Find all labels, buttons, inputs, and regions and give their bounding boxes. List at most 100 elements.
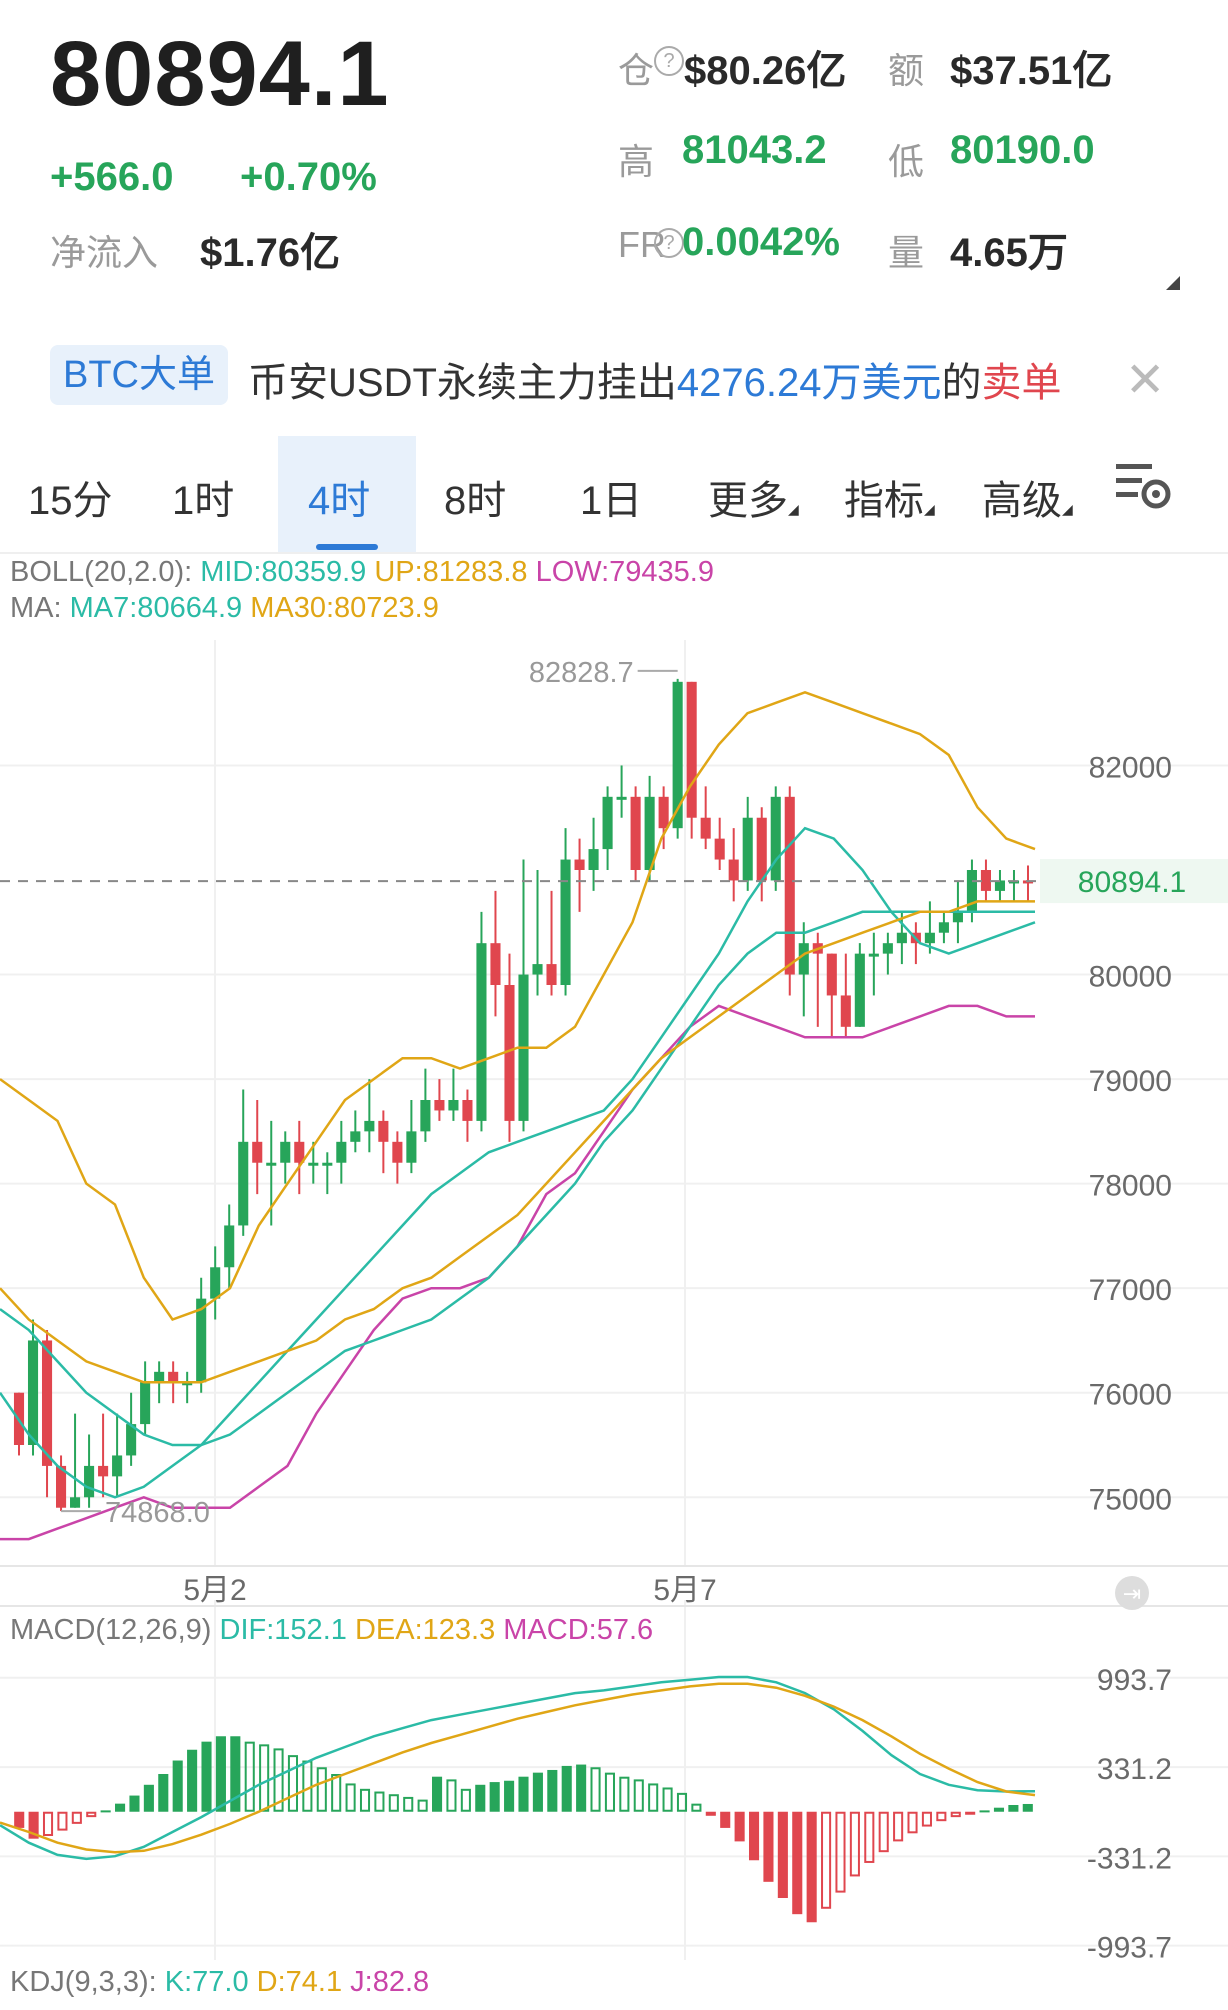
macd-y-tick-label: 993.7 bbox=[1097, 1664, 1172, 1697]
macd-histogram-bar bbox=[907, 1811, 918, 1834]
macd-histogram-bar bbox=[187, 1749, 198, 1812]
macd-histogram-bar bbox=[691, 1803, 702, 1812]
tabs-divider bbox=[0, 552, 1228, 554]
candle-body bbox=[336, 1141, 347, 1163]
candle-body bbox=[728, 859, 739, 881]
macd-histogram-bar bbox=[662, 1787, 673, 1812]
macd-histogram-bar bbox=[849, 1811, 860, 1877]
macd-histogram-bar bbox=[302, 1760, 313, 1812]
macd-histogram-bar bbox=[489, 1782, 500, 1812]
macd-histogram-bar bbox=[518, 1776, 529, 1812]
open-interest-label: 仓 bbox=[618, 50, 655, 91]
volume-value: 4.65万 bbox=[950, 231, 1068, 275]
candle-body bbox=[840, 995, 851, 1027]
candle-body bbox=[630, 796, 641, 870]
tab-advanced[interactable]: 高级◢ bbox=[982, 468, 1073, 526]
y-axis-tick-label: 80000 bbox=[1089, 961, 1172, 994]
y-axis-tick-label: 76000 bbox=[1089, 1379, 1172, 1412]
candle-body bbox=[784, 796, 795, 975]
candle-body bbox=[546, 964, 557, 985]
candle-body bbox=[798, 943, 809, 975]
macd-histogram-bar bbox=[57, 1811, 68, 1831]
candle-body bbox=[154, 1371, 165, 1383]
low-annotation: 74868.0 bbox=[105, 1497, 210, 1529]
macd-value: MACD:57.6 bbox=[503, 1614, 654, 1646]
candle-body bbox=[756, 817, 767, 881]
candle-body bbox=[70, 1497, 81, 1508]
macd-histogram-bar bbox=[403, 1796, 414, 1812]
macd-histogram-bar bbox=[244, 1741, 255, 1812]
macd-dif: DIF:152.1 bbox=[219, 1614, 347, 1646]
kdj-prefix: KDJ(9,3,3): bbox=[10, 1966, 157, 1998]
macd-histogram-bar bbox=[374, 1791, 385, 1812]
scroll-latest-button[interactable] bbox=[1115, 1576, 1149, 1610]
candle-body bbox=[770, 796, 781, 881]
tab-more[interactable]: 更多◢ bbox=[708, 468, 799, 526]
candle-body bbox=[364, 1120, 375, 1132]
macd-histogram-bar bbox=[14, 1811, 25, 1828]
macd-histogram-bar bbox=[201, 1741, 212, 1812]
tab-active-highlight bbox=[278, 436, 416, 552]
macd-histogram-bar bbox=[259, 1744, 270, 1812]
net-inflow-value: $1.76亿 bbox=[200, 231, 341, 275]
candle-body bbox=[714, 838, 725, 860]
macd-histogram-bar bbox=[777, 1811, 788, 1898]
macd-histogram-bar bbox=[475, 1784, 486, 1812]
macd-histogram-bar bbox=[129, 1795, 140, 1812]
high-annotation: 82828.7 bbox=[529, 657, 634, 689]
y-axis-tick-label: 79000 bbox=[1089, 1065, 1172, 1098]
info-icon[interactable]: ? bbox=[654, 46, 684, 76]
candle-body bbox=[532, 964, 543, 975]
candle-body bbox=[952, 911, 963, 923]
macd-histogram-bar bbox=[792, 1811, 803, 1915]
y-axis-tick-label: 78000 bbox=[1089, 1170, 1172, 1203]
dropdown-icon: ◢ bbox=[1062, 501, 1073, 517]
y-axis-tick-label: 75000 bbox=[1089, 1483, 1172, 1516]
macd-histogram-bar bbox=[590, 1767, 601, 1812]
macd-histogram-bar bbox=[705, 1811, 716, 1816]
macd-histogram-bar bbox=[763, 1811, 774, 1882]
candle-body bbox=[322, 1162, 333, 1166]
tab-1d[interactable]: 1日 bbox=[580, 479, 643, 523]
expand-corner-icon[interactable] bbox=[1166, 276, 1180, 290]
candle-body bbox=[700, 817, 711, 839]
boll-lower-line bbox=[0, 1004, 1035, 1541]
banner-message[interactable]: 币安USDT永续主力挂出4276.24万美元的卖单 bbox=[248, 350, 1061, 408]
candle-body bbox=[266, 1162, 277, 1166]
candle-body bbox=[84, 1465, 95, 1498]
macd-histogram-bar bbox=[100, 1810, 111, 1813]
tab-4h[interactable]: 4时 bbox=[308, 479, 371, 523]
macd-histogram-bar bbox=[345, 1783, 356, 1812]
macd-histogram-bar bbox=[720, 1811, 731, 1828]
macd-histogram-bar bbox=[417, 1799, 428, 1812]
macd-histogram-bar bbox=[86, 1811, 97, 1818]
amount-value: $37.51亿 bbox=[950, 49, 1113, 93]
candle-body bbox=[392, 1141, 403, 1163]
macd-histogram-bar bbox=[993, 1807, 1005, 1812]
volume-label: 量 bbox=[888, 232, 925, 273]
macd-histogram-bar bbox=[561, 1765, 572, 1812]
tab-15m[interactable]: 15分 bbox=[28, 479, 113, 523]
tab-8h[interactable]: 8时 bbox=[444, 479, 507, 523]
candle-body bbox=[504, 985, 515, 1121]
macd-histogram-bar bbox=[359, 1788, 371, 1812]
candle-body bbox=[462, 1100, 473, 1121]
candle-body bbox=[238, 1141, 249, 1226]
chart-settings-icon[interactable] bbox=[1114, 460, 1172, 512]
banner-tag[interactable]: BTC大单 bbox=[50, 345, 228, 405]
macd-histogram-bar bbox=[835, 1811, 846, 1893]
candle-body bbox=[868, 953, 879, 957]
candle-body bbox=[826, 953, 837, 996]
candle-body bbox=[896, 932, 907, 944]
macd-dea: DEA:123.3 bbox=[354, 1614, 496, 1646]
close-icon[interactable]: ✕ bbox=[1125, 354, 1166, 407]
boll-upper-line bbox=[0, 690, 1036, 1322]
tab-indicators[interactable]: 指标◢ bbox=[844, 468, 935, 526]
macd-histogram-bar bbox=[331, 1774, 342, 1812]
macd-histogram-bar bbox=[71, 1811, 82, 1824]
tab-advanced-label: 高级 bbox=[982, 479, 1062, 523]
info-icon[interactable]: ? bbox=[654, 228, 684, 258]
macd-histogram-bar bbox=[446, 1779, 457, 1812]
tab-1h[interactable]: 1时 bbox=[172, 479, 235, 523]
